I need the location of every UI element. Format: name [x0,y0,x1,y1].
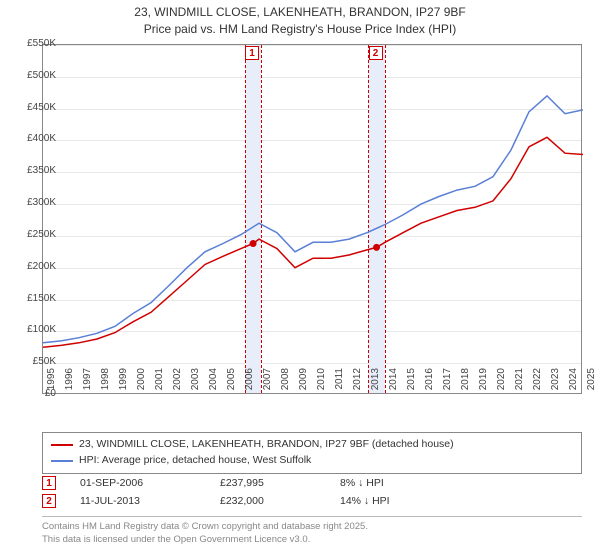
transaction-price: £232,000 [196,495,316,507]
transaction-date: 01-SEP-2006 [56,477,196,489]
x-axis-tick-label: 2003 [190,368,201,398]
footer-line-1: Contains HM Land Registry data © Crown c… [42,521,582,534]
transaction-marker: 1 [42,476,56,490]
x-axis-tick-label: 2013 [370,368,381,398]
y-axis-tick-label: £550K [16,38,56,49]
transaction-marker: 1 [245,46,259,60]
transaction-marker: 2 [369,46,383,60]
x-axis-tick-label: 2008 [280,368,291,398]
x-axis-tick-label: 1998 [100,368,111,398]
transaction-date: 11-JUL-2013 [56,495,196,507]
x-axis-tick-label: 2024 [568,368,579,398]
legend-swatch [51,444,73,446]
x-axis-tick-label: 1997 [82,368,93,398]
y-axis-tick-label: £100K [16,324,56,335]
transaction-row: 211-JUL-2013£232,00014% ↓ HPI [42,492,582,510]
transaction-delta: 14% ↓ HPI [316,495,446,507]
y-axis-tick-label: £500K [16,70,56,81]
chart-title: 23, WINDMILL CLOSE, LAKENHEATH, BRANDON,… [0,4,600,21]
y-axis-tick-label: £300K [16,197,56,208]
transaction-table: 101-SEP-2006£237,9958% ↓ HPI211-JUL-2013… [42,474,582,510]
legend-label: HPI: Average price, detached house, West… [79,453,311,469]
chart-svg [43,45,583,395]
y-axis-tick-label: £400K [16,133,56,144]
x-axis-tick-label: 2025 [586,368,597,398]
x-axis-tick-label: 2006 [244,368,255,398]
transaction-dot [250,240,257,247]
x-axis-tick-label: 2014 [388,368,399,398]
legend-swatch [51,460,73,462]
transaction-price: £237,995 [196,477,316,489]
page: 23, WINDMILL CLOSE, LAKENHEATH, BRANDON,… [0,0,600,560]
x-axis-tick-label: 1996 [64,368,75,398]
x-axis-tick-label: 2023 [550,368,561,398]
x-axis-tick-label: 2012 [352,368,363,398]
x-axis-tick-label: 2004 [208,368,219,398]
x-axis-tick-label: 2001 [154,368,165,398]
x-axis-tick-label: 2018 [460,368,471,398]
legend-item: HPI: Average price, detached house, West… [51,453,573,469]
transaction-row: 101-SEP-2006£237,9958% ↓ HPI [42,474,582,492]
legend-label: 23, WINDMILL CLOSE, LAKENHEATH, BRANDON,… [79,437,454,453]
footer-line-2: This data is licensed under the Open Gov… [42,534,582,547]
y-axis-tick-label: £350K [16,165,56,176]
chart-subtitle: Price paid vs. HM Land Registry's House … [0,21,600,38]
x-axis-tick-label: 2002 [172,368,183,398]
chart-area [42,44,582,394]
legend-item: 23, WINDMILL CLOSE, LAKENHEATH, BRANDON,… [51,437,573,453]
y-axis-tick-label: £450K [16,102,56,113]
x-axis-tick-label: 2000 [136,368,147,398]
x-axis-tick-label: 2007 [262,368,273,398]
x-axis-tick-label: 2010 [316,368,327,398]
transaction-marker: 2 [42,494,56,508]
y-axis-tick-label: £150K [16,293,56,304]
transaction-dot [373,244,380,251]
title-block: 23, WINDMILL CLOSE, LAKENHEATH, BRANDON,… [0,0,600,38]
x-axis-tick-label: 2009 [298,368,309,398]
x-axis-tick-label: 2022 [532,368,543,398]
x-axis-tick-label: 2005 [226,368,237,398]
legend: 23, WINDMILL CLOSE, LAKENHEATH, BRANDON,… [42,432,582,474]
x-axis-tick-label: 2017 [442,368,453,398]
footer-attribution: Contains HM Land Registry data © Crown c… [42,516,582,547]
y-axis-tick-label: £50K [16,356,56,367]
x-axis-tick-label: 2019 [478,368,489,398]
x-axis-tick-label: 1995 [46,368,57,398]
x-axis-tick-label: 2020 [496,368,507,398]
series-line [43,96,583,343]
x-axis-tick-label: 2021 [514,368,525,398]
x-axis-tick-label: 2016 [424,368,435,398]
x-axis-tick-label: 2015 [406,368,417,398]
x-axis-tick-label: 1999 [118,368,129,398]
y-axis-tick-label: £250K [16,229,56,240]
x-axis-tick-label: 2011 [334,368,345,398]
y-axis-tick-label: £200K [16,261,56,272]
transaction-delta: 8% ↓ HPI [316,477,446,489]
